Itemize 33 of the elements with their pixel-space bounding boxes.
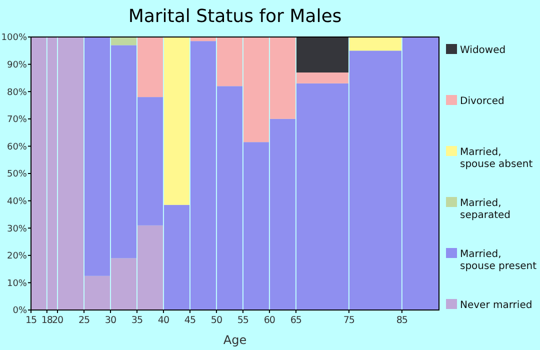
x-tick-label: 45 (184, 315, 196, 326)
chart-title: Marital Status for Males (128, 6, 342, 27)
legend-label: Married, spouse present (460, 249, 537, 272)
legend-label: Widowed (460, 45, 506, 56)
y-tick-label: 70% (6, 115, 28, 126)
x-tick-label: 75 (343, 315, 355, 326)
y-tick-label: 80% (6, 88, 28, 98)
x-tick-label: 85 (396, 315, 408, 326)
x-tick-label: 55 (237, 315, 249, 326)
x-tick-label: 15 (25, 315, 37, 326)
x-axis-title: Age (223, 333, 247, 347)
x-tick-label: 50 (210, 315, 222, 326)
y-tick-label: 40% (6, 196, 28, 207)
legend-label: Married, separated (460, 198, 510, 221)
y-tick-label: 30% (6, 224, 28, 234)
y-tick-label: 10% (6, 278, 28, 289)
legend-label: Divorced (460, 96, 504, 107)
x-tick-label: 65 (290, 315, 302, 326)
x-tick-label: 25 (78, 315, 90, 326)
x-tick-label: 60 (264, 315, 276, 326)
x-tick-label: 35 (131, 315, 143, 326)
y-tick-label: 90% (6, 60, 28, 70)
x-tick-label: 30 (104, 315, 116, 326)
legend-label: Married, spouse absent (460, 147, 533, 170)
y-tick-label: 60% (6, 142, 28, 152)
y-tick-label: 50% (6, 170, 28, 180)
y-tick-label: 0% (12, 306, 28, 316)
x-tick-label: 18 (41, 315, 53, 326)
y-tick-label: 100% (1, 33, 28, 44)
y-tick-label: 20% (6, 252, 28, 262)
x-tick-label: 20 (52, 315, 64, 326)
legend-label: Never married (460, 300, 532, 311)
x-tick-label: 40 (158, 315, 170, 326)
